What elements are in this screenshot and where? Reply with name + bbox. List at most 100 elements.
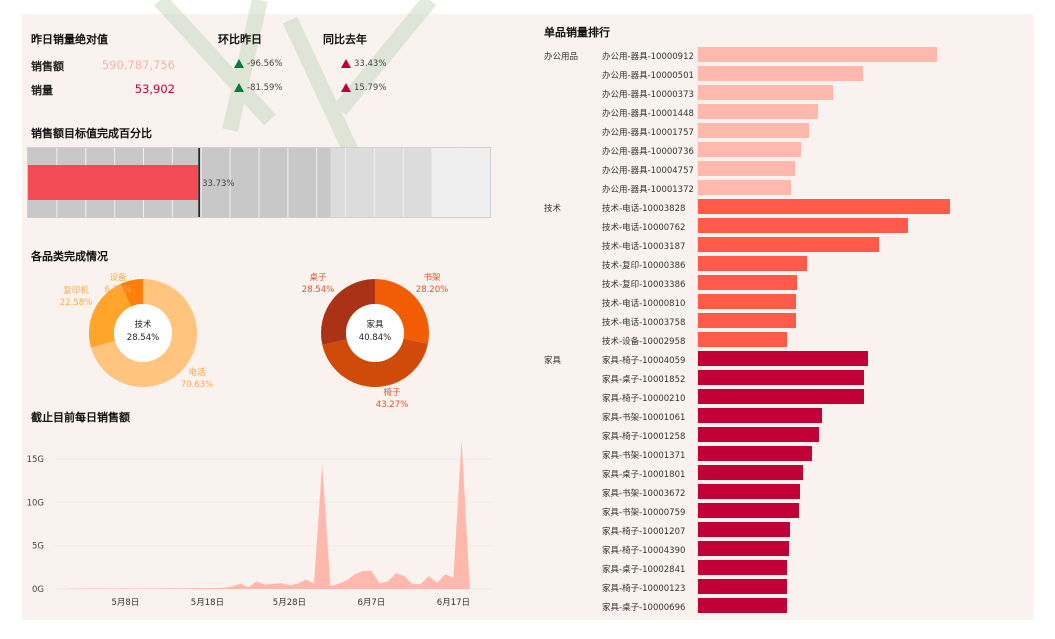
bullet-value-bar [28, 165, 199, 200]
donut-center-label: 技术 [134, 319, 152, 330]
donut-slice-name: 书架 [423, 272, 441, 283]
ranking-item-label: 家具-书架-10001371 [602, 451, 686, 461]
ranking-bar[interactable] [698, 408, 822, 423]
ranking-bar[interactable] [698, 85, 833, 100]
x-tick-label: 5月8日 [111, 598, 139, 608]
donut-center-value: 28.54% [127, 333, 159, 343]
ranking-item-label: 家具-椅子-10004059 [602, 356, 686, 366]
ranking-group-label: 技术 [544, 204, 562, 214]
kpi-yoy: 33.43% [341, 59, 386, 69]
donut-slice [321, 279, 375, 345]
ranking-bar[interactable] [698, 389, 864, 404]
ranking-item-label: 办公用-器具-10000373 [602, 90, 694, 100]
ranking-group-label: 家具 [544, 356, 562, 366]
donut-slice-name: 电话 [188, 367, 206, 378]
ranking-bar[interactable] [698, 237, 879, 252]
kpi-mom: -96.56% [234, 59, 282, 69]
donut-section-title: 各品类完成情况 [31, 250, 108, 263]
ranking-bar[interactable] [698, 522, 790, 537]
ranking-item-label: 家具-桌子-10002841 [602, 565, 686, 575]
ranking-bar[interactable] [698, 370, 864, 385]
x-tick-label: 5月18日 [191, 598, 224, 608]
ranking-bar[interactable] [698, 104, 818, 119]
ranking-bar[interactable] [698, 218, 908, 233]
ranking-bar[interactable] [698, 123, 809, 138]
triangle-up-icon [234, 83, 244, 92]
ranking-item-label: 家具-桌子-10001801 [602, 470, 686, 480]
kpi-row-value: 53,902 [134, 82, 175, 96]
ranking-bar[interactable] [698, 47, 937, 62]
donut-slice [89, 283, 131, 348]
ranking-item-label: 技术-复印-10000386 [602, 261, 686, 271]
donut-center-label: 家具 [366, 319, 384, 330]
donut-slice-pct: 43.27% [376, 400, 408, 410]
ranking-item-label: 技术-复印-10003386 [602, 280, 686, 290]
ranking-item-label: 家具-椅子-10000123 [602, 584, 686, 594]
ranking-bar[interactable] [698, 256, 807, 271]
area-series [68, 439, 470, 589]
kpi-mom: -81.59% [234, 83, 282, 93]
ranking-bar[interactable] [698, 142, 801, 157]
ranking-bar[interactable] [698, 332, 787, 347]
ranking-bar[interactable] [698, 180, 791, 195]
ranking-bar[interactable] [698, 275, 797, 290]
bullet-value-label: 33.73% [202, 179, 234, 189]
ranking-item-label: 家具-书架-10003672 [602, 489, 686, 499]
kpi-yoy-value: 33.43% [354, 59, 387, 69]
ranking-item-label: 家具-书架-10000759 [602, 508, 686, 518]
donut-hole [114, 304, 172, 362]
kpi-row-label: 销售额 [31, 60, 64, 73]
ranking-bar[interactable] [698, 199, 950, 214]
kpi-title: 昨日销量绝对值 [31, 33, 108, 46]
donut-slice-name: 桌子 [309, 272, 327, 283]
ranking-bar[interactable] [698, 560, 787, 575]
ranking-item-label: 办公用-器具-10000501 [602, 71, 694, 81]
ranking-item-label: 技术-电话-10003828 [602, 204, 686, 214]
ranking-bar[interactable] [698, 465, 803, 480]
ranking-item-label: 家具-椅子-10000210 [602, 394, 686, 404]
ranking-item-label: 家具-桌子-10001852 [602, 375, 686, 385]
x-tick-label: 6月17日 [437, 598, 470, 608]
ranking-item-label: 办公用-器具-10001448 [602, 109, 694, 119]
ranking-axis-line [697, 44, 698, 616]
ranking-bar[interactable] [698, 446, 812, 461]
ranking-bar[interactable] [698, 579, 787, 594]
kpi-yoy-value: 15.79% [354, 83, 387, 93]
area-chart-title: 截止目前每日销售额 [31, 411, 130, 424]
ranking-bar[interactable] [698, 427, 819, 442]
ranking-bar[interactable] [698, 351, 868, 366]
ranking-bar[interactable] [698, 541, 789, 556]
x-tick-label: 6月7日 [357, 598, 385, 608]
ranking-bar[interactable] [698, 598, 787, 613]
triangle-up-icon [341, 83, 351, 92]
ranking-item-label: 技术-设备-10002958 [602, 337, 686, 347]
ranking-item-label: 技术-电话-10003187 [602, 242, 686, 252]
ranking-item-label: 技术-电话-10000762 [602, 223, 686, 233]
kpi-mom-header: 环比昨日 [218, 33, 262, 46]
ranking-item-label: 技术-电话-10000810 [602, 299, 686, 309]
donut-hole [346, 304, 404, 362]
ranking-bar[interactable] [698, 484, 800, 499]
ranking-bar[interactable] [698, 161, 795, 176]
ranking-item-label: 技术-电话-10003758 [602, 318, 686, 328]
ranking-item-label: 家具-椅子-10001207 [602, 527, 686, 537]
donut-slice-pct: 28.20% [416, 285, 448, 295]
ranking-bar[interactable] [698, 66, 863, 81]
y-tick-label: 0G [32, 585, 44, 595]
ranking-item-label: 办公用-器具-10000736 [602, 147, 694, 157]
ranking-bar[interactable] [698, 294, 796, 309]
watermark-logo [154, 0, 437, 160]
donut-slice [120, 279, 143, 307]
ranking-item-label: 办公用-器具-10001372 [602, 185, 694, 195]
donut-slice [322, 338, 428, 388]
ranking-group-label: 办公用品 [544, 52, 579, 62]
ranking-item-label: 家具-椅子-10001258 [602, 432, 686, 442]
ranking-bar[interactable] [698, 313, 796, 328]
kpi-row-value: 590,787,756 [101, 58, 175, 72]
donut-slice-pct: 22.58% [60, 298, 92, 308]
donut-slice [375, 279, 429, 344]
kpi-mom-value: -96.56% [247, 59, 283, 69]
ranking-bar[interactable] [698, 503, 799, 518]
donut-slice-pct: 6.79% [104, 285, 131, 295]
kpi-yoy: 15.79% [341, 83, 386, 93]
